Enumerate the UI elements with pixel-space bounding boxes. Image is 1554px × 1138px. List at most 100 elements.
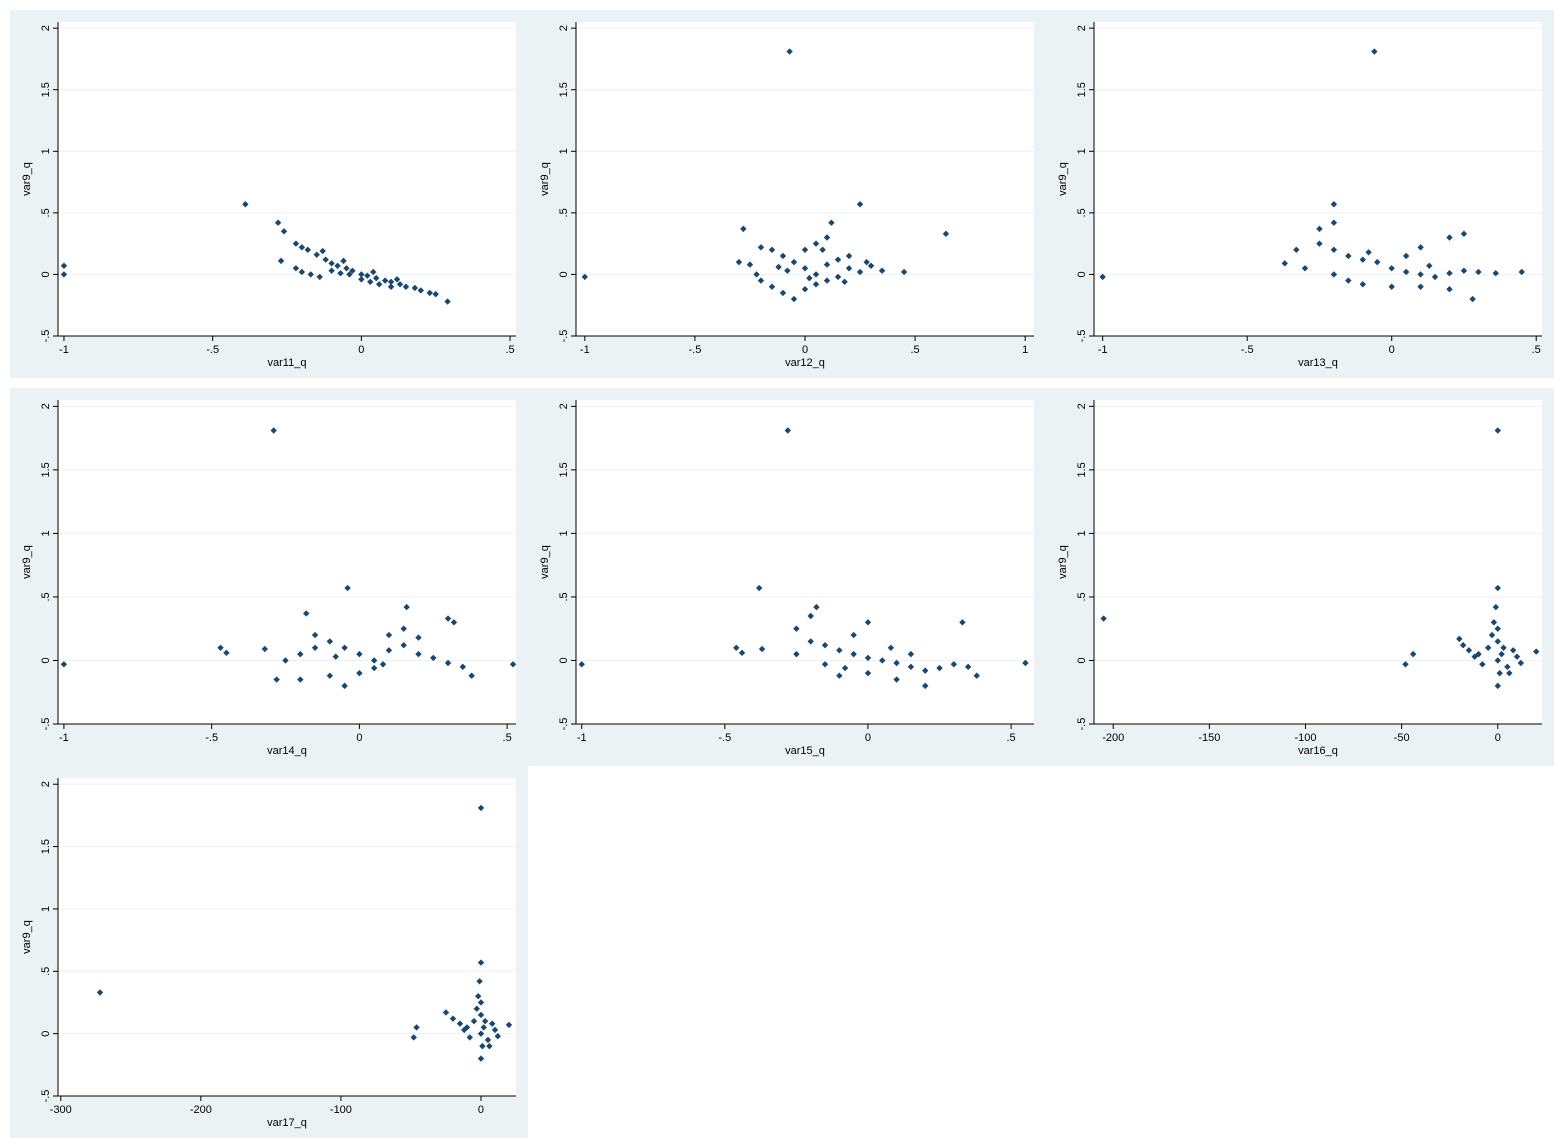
y-tick-label: 0 [558, 271, 570, 277]
data-point [879, 657, 886, 664]
chart-svg: -.5 0 .5 1 1.5 2 -1 -.5 0 .5 var13_q var9_q [1057, 22, 1542, 369]
data-point [845, 252, 853, 260]
y-tick-label: 1.5 [40, 462, 52, 477]
x-axis-title: var13_q [1298, 357, 1338, 369]
data-point [60, 262, 68, 270]
x-axis-title: var11_q [268, 357, 307, 369]
plot-area [1094, 400, 1542, 724]
data-point [790, 295, 798, 303]
data-point [757, 244, 765, 251]
data-point [273, 676, 280, 683]
data-point [477, 1011, 485, 1019]
y-tick-label: -.5 [40, 330, 52, 343]
y-tick-label: 1 [558, 148, 570, 154]
y-axis-title: var9_q [539, 545, 551, 579]
data-point [801, 265, 809, 272]
y-tick-label: 2 [40, 781, 52, 787]
data-point [828, 219, 835, 226]
y-tick-label: 1.5 [558, 462, 570, 477]
scatter-panel-var12: -.5 0 .5 1 1.5 2 -1 -.5 0 .5 1 var12_q var9_q [528, 10, 1046, 378]
data-point [1301, 265, 1309, 272]
data-point [807, 612, 814, 620]
x-tick-label: -.5 [205, 732, 218, 744]
data-point [1345, 252, 1352, 260]
x-tick-label: -1 [580, 344, 590, 356]
data-point [292, 240, 300, 247]
data-point [340, 257, 347, 265]
data-point [936, 664, 943, 672]
data-point [370, 664, 378, 672]
data-point [468, 672, 475, 679]
data-point [413, 1024, 420, 1031]
data-point [1417, 283, 1424, 290]
chart-svg: -.5 0 .5 1 1.5 2 -1 -.5 0 .5 var15_q var9_q [539, 400, 1034, 757]
y-tick-label: 1.5 [40, 839, 52, 854]
y-tick-label: .5 [40, 592, 52, 601]
y-tick-label: 2 [1076, 25, 1088, 31]
data-point [328, 267, 335, 274]
x-tick-label: -1 [1098, 344, 1108, 356]
data-point [836, 647, 843, 654]
x-tick-label: 0 [358, 344, 364, 356]
data-point [1509, 647, 1517, 654]
y-tick-label: 2 [558, 403, 570, 409]
y-axis-title: var9_q [1057, 545, 1069, 579]
data-point [505, 1021, 513, 1029]
data-point [942, 230, 950, 237]
data-point [757, 277, 765, 284]
data-point [319, 247, 326, 255]
data-point [261, 645, 269, 653]
data-point [313, 251, 320, 258]
y-tick-label: 0 [40, 1031, 52, 1037]
scatter-panel-var11: -.5 0 .5 1 1.5 2 -1 -.5 0 .5 var11_q var9_q [10, 10, 528, 378]
data-point [738, 649, 746, 657]
data-point [298, 268, 306, 276]
data-point [432, 290, 439, 298]
data-point [484, 1036, 492, 1044]
data-point [343, 265, 350, 272]
y-tick-label: 0 [1076, 271, 1088, 277]
data-point [242, 201, 249, 208]
data-point [1494, 427, 1501, 434]
y-tick-label: -.5 [40, 1090, 52, 1103]
data-point [387, 283, 395, 290]
data-point [845, 265, 853, 272]
data-point [786, 48, 793, 55]
x-axis-title: var12_q [785, 357, 825, 369]
plot-area [576, 22, 1034, 336]
x-tick-label: -50 [1394, 732, 1410, 744]
data-point [821, 661, 829, 668]
data-point [223, 649, 230, 657]
data-point [477, 959, 485, 966]
data-point [893, 676, 900, 683]
y-tick-label: 0 [40, 657, 52, 663]
data-point [841, 664, 849, 672]
x-tick-label: -100 [1294, 732, 1316, 744]
data-point [297, 650, 304, 658]
data-point [856, 268, 864, 276]
y-tick-label: 1.5 [558, 82, 570, 97]
data-point [341, 682, 348, 690]
data-point [477, 1055, 485, 1062]
data-point [373, 274, 380, 282]
data-point [784, 267, 791, 274]
data-point [509, 661, 517, 668]
data-point [381, 277, 389, 284]
y-tick-label: 0 [558, 657, 570, 663]
x-tick-label: -300 [50, 1104, 72, 1116]
data-point [400, 642, 407, 649]
x-axis-title: var16_q [1298, 745, 1338, 757]
data-point [836, 672, 843, 679]
data-point [402, 283, 410, 290]
y-axis-title: var9_q [21, 920, 33, 954]
y-tick-label: 0 [1076, 657, 1088, 663]
x-axis-title: var14_q [267, 745, 307, 757]
data-point [1345, 277, 1352, 284]
x-tick-label: 0 [1389, 344, 1395, 356]
x-tick-label: -1 [59, 732, 69, 744]
plot-area [576, 400, 1034, 724]
data-point [60, 271, 68, 278]
x-tick-label: 1 [1022, 344, 1028, 356]
data-point [477, 999, 485, 1006]
data-point [415, 650, 422, 658]
